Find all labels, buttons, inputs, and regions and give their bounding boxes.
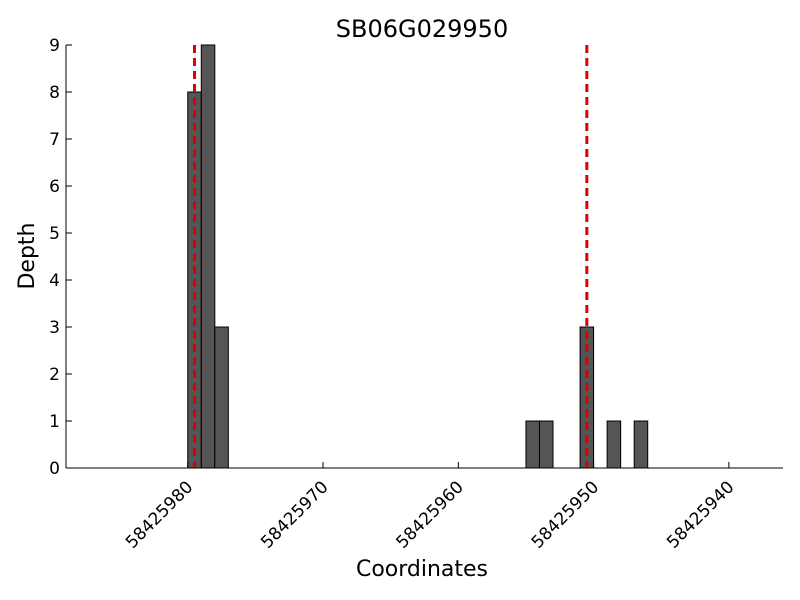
x-tick-label: 58425940 (663, 477, 738, 552)
bar (633, 420, 649, 469)
y-tick-label: 7 (49, 130, 60, 150)
bar (525, 420, 540, 469)
chart-title: SB06G029950 (336, 15, 508, 43)
y-axis-label: Depth (15, 222, 40, 289)
y-tick-label: 3 (49, 318, 60, 338)
x-tick-label: 58425970 (257, 477, 332, 552)
y-tick-label: 4 (49, 271, 60, 291)
y-tick-label: 5 (49, 224, 60, 244)
bar (214, 326, 229, 469)
y-tick-label: 8 (49, 83, 60, 103)
x-tick-label: 58425950 (528, 477, 603, 552)
y-tick-label: 1 (49, 412, 60, 432)
x-axis-label: Coordinates (356, 557, 488, 582)
y-tick-label: 9 (49, 36, 60, 56)
y-tick-label: 2 (49, 365, 60, 385)
bar (200, 44, 216, 469)
bar (538, 420, 554, 469)
y-tick-label: 6 (49, 177, 60, 197)
y-tick-label: 0 (49, 459, 60, 479)
x-tick-label: 58425960 (393, 477, 468, 552)
bar (606, 420, 622, 469)
x-tick-label: 58425980 (122, 477, 197, 552)
